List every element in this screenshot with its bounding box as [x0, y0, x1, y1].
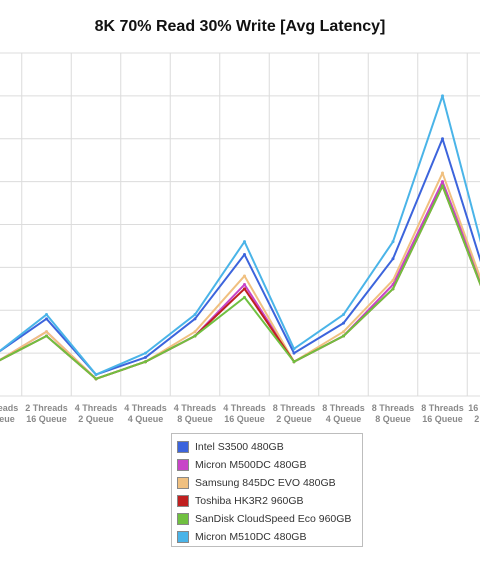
- x-tick-label: 4 Threads: [75, 403, 118, 413]
- data-point: [243, 274, 246, 278]
- legend-swatch: [177, 441, 189, 453]
- data-point: [243, 287, 246, 291]
- legend-label: Samsung 845DC EVO 480GB: [195, 477, 336, 489]
- legend-item: SanDisk CloudSpeed Eco 960GB: [177, 510, 362, 528]
- series-line: [0, 94, 480, 376]
- data-point: [193, 313, 197, 317]
- data-point: [94, 373, 98, 377]
- x-tick-label: 2 Queue: [78, 414, 114, 424]
- legend-label: Intel S3500 480GB: [195, 441, 284, 453]
- data-point: [342, 313, 345, 317]
- data-point: [342, 330, 345, 334]
- x-tick-label: 2 Threads: [25, 403, 68, 413]
- x-tick-label: 8 Threads: [322, 403, 365, 413]
- legend-label: Toshiba HK3R2 960GB: [195, 495, 304, 507]
- x-tick-label: 2 Queue: [276, 414, 312, 424]
- data-point: [94, 377, 98, 381]
- x-tick-label: 8 Queue: [0, 414, 15, 424]
- data-point: [441, 184, 444, 188]
- data-point: [292, 347, 296, 351]
- legend-swatch: [177, 513, 189, 525]
- data-point: [243, 283, 246, 287]
- data-point: [45, 330, 48, 334]
- legend-label: Micron M510DC 480GB: [195, 531, 307, 543]
- data-point: [441, 171, 444, 175]
- x-tick-label: 4 Threads: [223, 403, 266, 413]
- data-point: [193, 330, 197, 334]
- data-point: [391, 240, 395, 244]
- legend-item: Micron M500DC 480GB: [177, 456, 362, 474]
- legend-label: Micron M500DC 480GB: [195, 459, 307, 471]
- x-tick-label: 8 Queue: [375, 414, 411, 424]
- legend-swatch: [177, 495, 189, 507]
- legend-item: Micron M510DC 480GB: [177, 528, 362, 546]
- x-tick-label: 4 Threads: [124, 403, 167, 413]
- x-tick-label: 16 Queue: [224, 414, 265, 424]
- legend-swatch: [177, 459, 189, 471]
- data-point: [292, 351, 296, 355]
- data-point: [144, 355, 147, 359]
- x-tick-label: 4 Threads: [174, 403, 217, 413]
- x-tick-label: 16 Queue: [422, 414, 463, 424]
- legend-item: Intel S3500 480GB: [177, 438, 362, 456]
- data-point: [243, 240, 246, 244]
- data-point: [144, 351, 147, 355]
- data-point: [391, 287, 395, 291]
- data-point: [193, 317, 197, 321]
- data-point: [292, 360, 296, 364]
- x-tick-label: 4 Queue: [326, 414, 362, 424]
- legend-item: Samsung 845DC EVO 480GB: [177, 474, 362, 492]
- legend-swatch: [177, 531, 189, 543]
- data-point: [193, 334, 197, 338]
- x-tick-label: 8 Threads: [273, 403, 316, 413]
- data-point: [243, 253, 246, 257]
- x-tick-label: 8 Queue: [177, 414, 213, 424]
- x-tick-label: 2 Queue: [474, 414, 480, 424]
- x-tick-label: 16 Queue: [26, 414, 67, 424]
- data-point: [391, 278, 395, 282]
- x-tick-label: 8 Threads: [421, 403, 464, 413]
- legend-label: SanDisk CloudSpeed Eco 960GB: [195, 513, 352, 525]
- data-point: [441, 94, 444, 98]
- x-tick-label: 8 Threads: [372, 403, 415, 413]
- legend-item: Toshiba HK3R2 960GB: [177, 492, 362, 510]
- data-point: [342, 321, 345, 325]
- x-tick-label: 16 Threads: [468, 403, 480, 413]
- data-point: [441, 180, 444, 184]
- chart-title: 8K 70% Read 30% Write [Avg Latency]: [94, 18, 386, 35]
- data-point: [144, 360, 147, 364]
- data-point: [45, 334, 48, 338]
- data-point: [342, 334, 345, 338]
- data-point: [45, 313, 48, 317]
- data-point: [441, 137, 444, 141]
- data-point: [45, 317, 48, 321]
- legend: Intel S3500 480GB Micron M500DC 480GB Sams…: [171, 433, 363, 547]
- data-point: [243, 295, 246, 299]
- x-tick-label: 4 Queue: [128, 414, 164, 424]
- x-tick-label: 2 Threads: [0, 403, 18, 413]
- legend-swatch: [177, 477, 189, 489]
- data-point: [391, 257, 395, 261]
